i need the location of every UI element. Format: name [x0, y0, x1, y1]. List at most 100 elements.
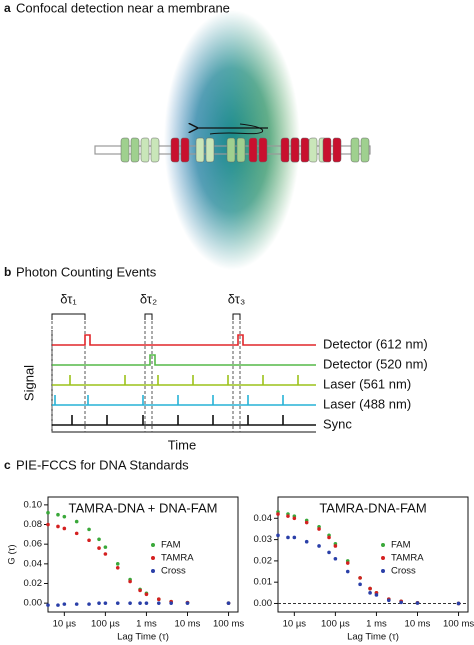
data-point	[103, 601, 108, 605]
legend-marker	[151, 556, 155, 560]
legend-label: TAMRA	[161, 553, 194, 564]
data-point	[358, 582, 362, 587]
x-tick-label: 10 µs	[53, 619, 77, 630]
protein	[350, 137, 370, 163]
data-point	[56, 512, 60, 517]
data-point	[115, 562, 120, 566]
data-point	[286, 535, 290, 540]
trace-label: Detector (612 nm)	[323, 336, 428, 351]
plot-frame	[47, 496, 239, 613]
data-point	[62, 514, 67, 519]
trace	[52, 415, 316, 426]
data-point	[62, 526, 67, 531]
x-axis-label: Lag Time (τ)	[117, 632, 169, 643]
axis-label: Signal	[21, 365, 36, 401]
x-tick-label: 100 µs	[91, 619, 120, 630]
protein	[140, 137, 160, 163]
data-point	[156, 601, 161, 605]
data-point	[333, 556, 338, 561]
x-tick-label: 10 ms	[175, 619, 201, 630]
y-tick-label: 0.02	[24, 578, 43, 589]
data-point	[56, 524, 60, 529]
y-tick-label: 0.03	[254, 534, 273, 545]
legend-marker	[381, 569, 385, 573]
data-point	[368, 591, 372, 595]
y-tick-label: 0.00	[254, 598, 273, 609]
data-point	[304, 539, 309, 544]
y-tick-label: 0.10	[24, 499, 43, 510]
trace-label: Laser (488 nm)	[323, 396, 411, 411]
data-point	[97, 601, 101, 605]
panel-title: Confocal detection near a membrane	[16, 0, 230, 15]
x-tick-label: 100 ms	[213, 619, 244, 630]
proteins	[120, 137, 370, 163]
data-point	[156, 597, 161, 602]
protein	[290, 137, 310, 163]
diffusion-path	[209, 123, 264, 135]
data-point	[386, 598, 391, 603]
x-tick-label: 10 ms	[405, 619, 431, 630]
panel-label: a	[4, 1, 11, 15]
data-point	[46, 510, 50, 515]
y-tick-label: 0.04	[254, 513, 273, 524]
data-point	[399, 600, 403, 605]
delta-label: δτ₁	[60, 291, 77, 306]
data-point	[317, 527, 321, 531]
chart-title: TAMRA-DNA + DNA-FAM	[69, 500, 218, 515]
data-point	[115, 601, 120, 605]
bracket	[232, 313, 241, 320]
data-point	[415, 601, 420, 605]
data-point	[276, 512, 280, 516]
data-point	[226, 601, 231, 605]
data-point	[97, 546, 101, 550]
protein	[120, 137, 140, 163]
legend-label: Cross	[161, 566, 186, 577]
data-point	[368, 586, 372, 591]
legend-marker	[381, 556, 385, 560]
data-point	[292, 516, 297, 521]
data-point	[317, 544, 321, 548]
trace	[52, 334, 316, 346]
delta-label: δτ₃	[228, 291, 245, 306]
data-point	[46, 522, 50, 527]
data-point	[46, 603, 50, 607]
data-point	[128, 601, 132, 605]
trace-label: Detector (520 nm)	[323, 356, 428, 371]
data-point	[87, 538, 91, 543]
data-point	[87, 527, 91, 532]
legend-marker	[151, 569, 155, 573]
panel-label: c	[4, 458, 11, 472]
y-tick-label: 0.08	[24, 519, 43, 530]
panel-title: PIE-FCCS for DNA Standards	[16, 457, 189, 472]
data-point	[286, 514, 290, 518]
data-point	[358, 576, 362, 580]
data-point	[333, 544, 338, 548]
x-tick-label: 100 µs	[321, 619, 350, 630]
trace	[52, 354, 316, 366]
data-point	[276, 533, 280, 538]
y-tick-label: 0.06	[24, 539, 43, 550]
trace	[52, 395, 316, 406]
data-point	[87, 602, 91, 606]
data-point	[97, 537, 101, 542]
y-tick-label: 0.02	[254, 555, 273, 566]
protein	[322, 137, 342, 163]
data-point	[169, 601, 173, 605]
trace-label: Sync	[323, 416, 352, 431]
legend-marker	[151, 543, 155, 547]
data-point	[128, 579, 132, 584]
y-axis-label: G (τ)	[7, 544, 18, 564]
axis-label: Time	[168, 437, 196, 452]
trace	[52, 375, 316, 386]
plot-frame	[277, 496, 469, 613]
x-tick-label: 10 µs	[283, 619, 307, 630]
data-point	[327, 535, 331, 540]
bracket	[51, 313, 86, 320]
data-point	[103, 545, 108, 549]
data-point	[74, 602, 79, 606]
x-tick-label: 1 ms	[366, 619, 387, 630]
data-point	[74, 519, 79, 524]
y-tick-label: 0.04	[24, 558, 43, 569]
